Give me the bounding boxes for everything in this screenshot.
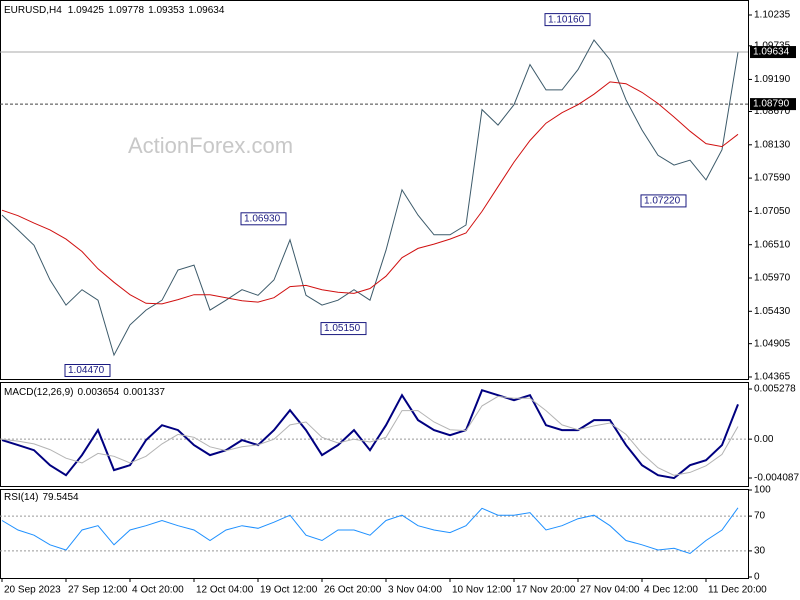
rsi-name: RSI(14) xyxy=(4,492,38,503)
price-panel-border xyxy=(0,0,749,380)
annotation-box xyxy=(544,13,591,27)
x-tick-label: 3 Nov 04:00 xyxy=(388,585,442,596)
y-tick-label: 1.04905 xyxy=(754,338,791,349)
y-tick-label: 1.07590 xyxy=(754,173,791,184)
rsi-readout: 79.5454 xyxy=(42,492,79,503)
y-tick-label: 1.09190 xyxy=(754,74,791,85)
symbol: EURUSD,H4 xyxy=(4,5,62,16)
series-line xyxy=(1,39,739,357)
y-tick-label: 1.04365 xyxy=(754,372,791,383)
close: 1.09634 xyxy=(188,5,225,16)
macd-title: MACD(12,26,9) 0.003654 0.001337 xyxy=(4,387,165,398)
x-tick-label: 4 Oct 20:00 xyxy=(132,585,184,596)
y-tick-label: 0.005278 xyxy=(754,384,796,395)
y-tick-label: 0.00 xyxy=(754,434,774,445)
annotation-box xyxy=(640,194,687,208)
y-tick-label: -0.004087 xyxy=(754,473,799,484)
low: 1.09353 xyxy=(148,5,185,16)
watermark: ActionForex.com xyxy=(128,133,293,158)
annotation-label: 1.07220 xyxy=(644,196,681,207)
y-tick-label: 100 xyxy=(754,485,771,496)
y-tick-label: 1.08130 xyxy=(754,139,791,150)
annotation-label: 1.10160 xyxy=(548,14,585,25)
macd-readout: 0.003654 xyxy=(77,387,119,398)
annotation-label: 1.05150 xyxy=(324,323,361,334)
x-tick-label: 11 Dec 20:00 xyxy=(708,585,767,596)
x-tick-label: 17 Nov 20:00 xyxy=(516,585,576,596)
series-line xyxy=(1,507,739,555)
y-tick-label: 1.06510 xyxy=(754,239,791,250)
y-tick-label: 1.10235 xyxy=(754,10,791,21)
annotation-label: 1.04470 xyxy=(68,365,105,376)
x-tick-label: 19 Oct 12:00 xyxy=(260,585,318,596)
rsi-panel-border xyxy=(0,489,749,579)
x-tick-label: 26 Oct 20:00 xyxy=(324,585,382,596)
x-tick-label: 10 Nov 12:00 xyxy=(452,585,512,596)
x-tick-label: 27 Nov 04:00 xyxy=(580,585,640,596)
signal-readout: 0.001337 xyxy=(123,387,165,398)
x-tick-label: 27 Sep 12:00 xyxy=(68,585,128,596)
macd-panel-border xyxy=(0,382,749,487)
macd-name: MACD(12,26,9) xyxy=(4,387,73,398)
price-level-label: 1.09634 xyxy=(753,47,790,58)
price-level-box xyxy=(750,98,796,111)
price-level-label: 1.08790 xyxy=(753,99,790,110)
header: EURUSD,H4 1.09425 1.09778 1.09353 1.09634 xyxy=(4,5,225,16)
annotation-box xyxy=(240,212,287,226)
price-level-box xyxy=(750,46,796,59)
y-tick-label: 1.05430 xyxy=(754,306,791,317)
annotation-label: 1.06930 xyxy=(244,213,281,224)
y-tick-label: 70 xyxy=(754,511,766,522)
x-tick-label: 12 Oct 04:00 xyxy=(196,585,254,596)
y-tick-label: 1.05970 xyxy=(754,273,791,284)
y-tick-label: 1.07050 xyxy=(754,206,791,217)
x-tick-label: 4 Dec 12:00 xyxy=(644,585,698,596)
series-line xyxy=(1,81,739,305)
x-tick-label: 20 Sep 2023 xyxy=(4,585,61,596)
y-tick-label: 30 xyxy=(754,546,766,557)
annotation-box xyxy=(64,364,111,378)
open: 1.09425 xyxy=(68,5,105,16)
annotation-box xyxy=(320,322,367,336)
high: 1.09778 xyxy=(108,5,145,16)
y-tick-label: 0 xyxy=(754,572,760,583)
rsi-title: RSI(14) 79.5454 xyxy=(4,492,79,503)
y-tick-label: 1.08670 xyxy=(754,106,791,117)
y-tick-label: 1.09735 xyxy=(754,40,791,51)
series-line xyxy=(1,388,739,480)
series-line xyxy=(1,395,739,476)
